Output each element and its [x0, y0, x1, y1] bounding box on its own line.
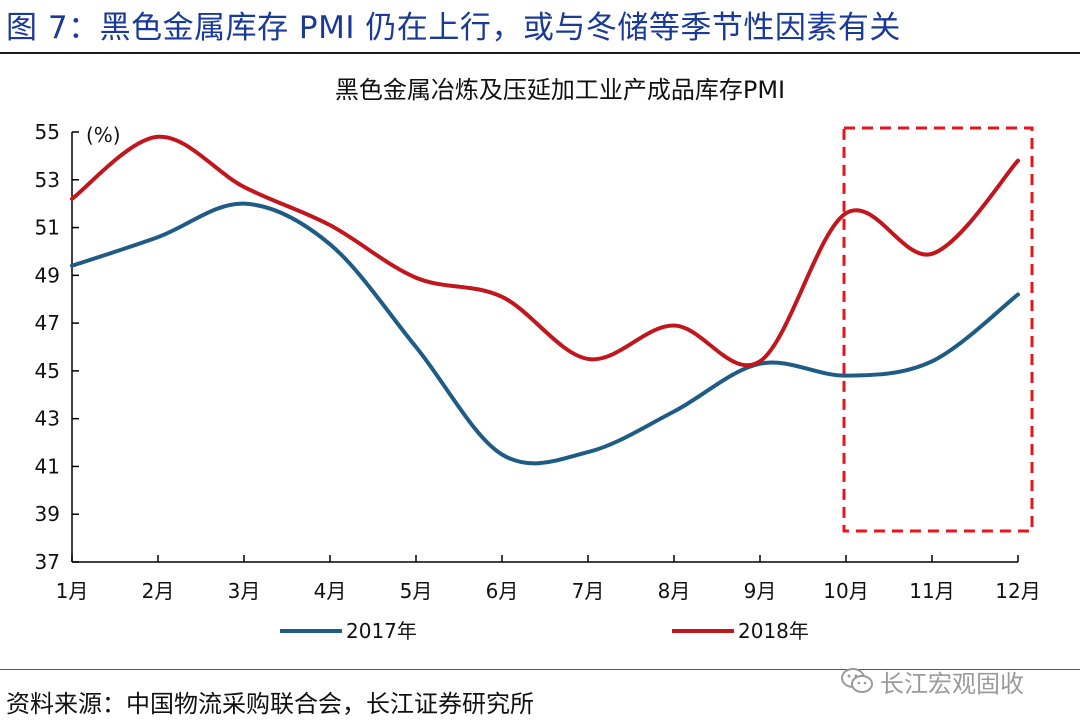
y-tick-label: 37: [35, 550, 60, 574]
x-axis: 1月 2月 3月 4月 5月 6月 7月 8月 9月 10月 11月 12月: [56, 555, 1041, 603]
highlight-box: [842, 126, 1034, 533]
y-tick-label: 41: [35, 454, 60, 478]
x-tick-label: 8月: [658, 579, 691, 603]
source-note: 资料来源：中国物流采购联合会，长江证券研究所: [6, 690, 534, 718]
y-tick-label: 39: [35, 502, 60, 526]
chart-title: 黑色金属冶炼及压延加工业产成品库存PMI: [335, 76, 785, 104]
x-tick-label: 5月: [400, 579, 433, 603]
series-layer: [70, 134, 1020, 466]
y-tick-label: 43: [35, 407, 60, 431]
x-tick-label: 6月: [486, 579, 519, 603]
x-tick-label: 1月: [56, 579, 89, 603]
y-tick-label: 47: [35, 311, 60, 335]
legend-label: 2018年: [738, 619, 809, 643]
watermark-text: 长江宏观固收: [880, 669, 1024, 698]
x-tick-label: 10月: [823, 579, 868, 603]
figure-title: 图 7：黑色金属库存 PMI 仍在上行，或与冬储等季节性因素有关: [6, 10, 901, 46]
x-tick-label: 12月: [995, 579, 1040, 603]
legend: 2017年 2018年: [280, 619, 809, 643]
y-unit-label: (%): [86, 123, 121, 147]
y-tick-label: 49: [35, 263, 60, 287]
wechat-icon: [841, 668, 873, 693]
x-tick-label: 11月: [909, 579, 954, 603]
y-axis: 37 39 41 43 45 47 49 51 53 55: [35, 120, 79, 574]
legend-label: 2017年: [346, 619, 417, 643]
watermark: 长江宏观固收: [840, 664, 1024, 698]
x-tick-label: 4月: [314, 579, 347, 603]
y-tick-label: 55: [35, 120, 60, 144]
series-line-2018: [70, 134, 1020, 368]
y-tick-label: 45: [35, 359, 60, 383]
series-line-2017: [70, 201, 1020, 466]
footer-divider: [0, 669, 1080, 670]
x-tick-label: 2月: [142, 579, 175, 603]
x-tick-label: 3月: [228, 579, 261, 603]
y-tick-label: 53: [35, 168, 60, 192]
x-tick-label: 7月: [572, 579, 605, 603]
x-tick-label: 9月: [744, 579, 777, 603]
y-tick-label: 51: [35, 216, 60, 240]
line-chart: 黑色金属冶炼及压延加工业产成品库存PMI (%) 37 39 41 43 45 47 49 5…: [35, 76, 1041, 643]
title-divider: [0, 52, 1080, 54]
